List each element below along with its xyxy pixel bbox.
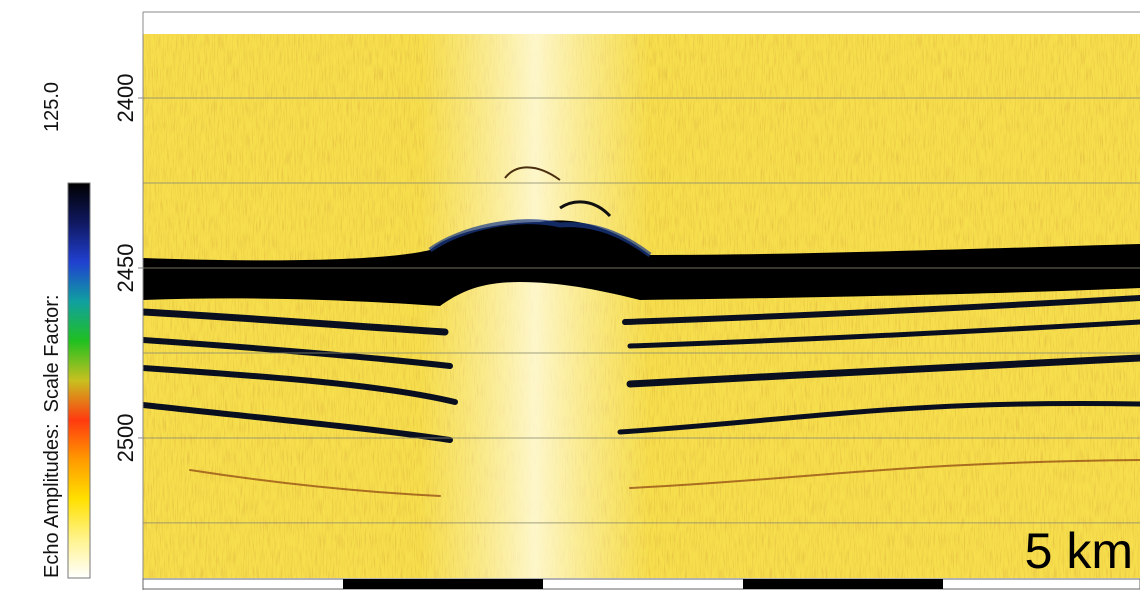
seafloor-reflector	[143, 220, 1140, 306]
y-tick-label: 2500	[113, 413, 138, 462]
acoustic-blanking	[420, 34, 650, 578]
mound-edge	[428, 219, 652, 258]
scale-bar-segment	[743, 579, 943, 589]
scale-factor: 125.0	[41, 82, 63, 132]
scale-bar-frame	[142, 578, 1140, 590]
scale-bar	[142, 578, 1140, 590]
colorbar	[67, 182, 91, 579]
echogram	[143, 12, 1140, 578]
scale-bar-segment	[343, 579, 543, 589]
grid	[143, 97, 1140, 524]
colorbar-label: Echo Amplitudes: Scale Factor:	[41, 295, 63, 578]
diffraction	[559, 200, 612, 218]
y-axis-labels: 2400 2450 2500	[113, 74, 143, 462]
scale-bar-label: 5 km	[1025, 523, 1133, 579]
y-tick-label: 2400	[113, 74, 138, 123]
top-blank	[143, 12, 1140, 34]
sub-bottom-reflectors	[143, 295, 1140, 497]
diffraction	[504, 166, 561, 181]
y-tick-label: 2450	[113, 243, 138, 292]
